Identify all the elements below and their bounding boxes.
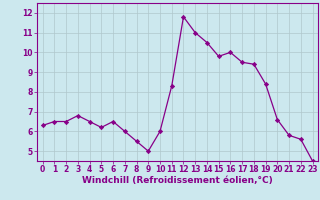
- X-axis label: Windchill (Refroidissement éolien,°C): Windchill (Refroidissement éolien,°C): [82, 176, 273, 185]
